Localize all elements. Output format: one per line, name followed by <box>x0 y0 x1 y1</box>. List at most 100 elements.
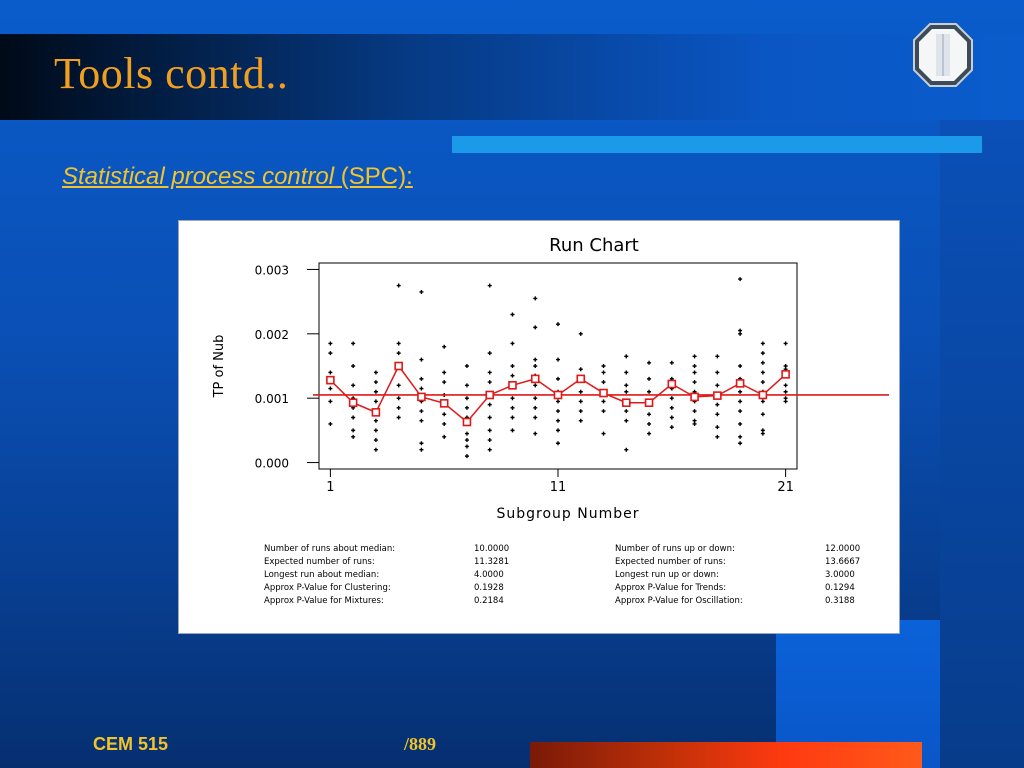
observation-point <box>442 344 447 349</box>
observation-point <box>624 389 629 394</box>
observation-point <box>373 428 378 433</box>
observation-point <box>464 454 469 459</box>
observation-point <box>396 396 401 401</box>
observation-point <box>669 415 674 420</box>
observation-point <box>396 383 401 388</box>
subgroup-mean-point <box>758 390 768 400</box>
observation-point <box>760 360 765 365</box>
observation-point <box>442 434 447 439</box>
observation-point <box>533 357 538 362</box>
observation-point <box>373 438 378 443</box>
stats-row: Longest run about median: 4.0000 <box>264 569 509 582</box>
observation-point <box>487 380 492 385</box>
observation-point <box>624 447 629 452</box>
x-axis-label: Subgroup Number <box>497 506 640 522</box>
stats-value: 0.1294 <box>825 583 855 593</box>
observation-point <box>419 409 424 414</box>
title-band <box>0 34 1024 120</box>
observation-point <box>533 405 538 410</box>
subgroup-mean-point <box>667 379 677 389</box>
observation-point <box>373 447 378 452</box>
subgroup-mean-point <box>713 391 722 400</box>
stats-row: Number of runs about median: 10.0000 <box>264 543 509 556</box>
stats-right: Number of runs up or down: 12.0000 Expecte… <box>615 543 860 608</box>
observation-point <box>556 418 560 423</box>
subgroup-mean-point <box>781 370 790 379</box>
observation-point <box>351 415 356 420</box>
observation-point <box>533 364 538 368</box>
observation-point <box>783 399 788 404</box>
observation-point <box>510 428 515 433</box>
subgroup-mean-point <box>621 398 631 407</box>
stats-row: Approx P-Value for Oscillation: 0.3188 <box>615 595 860 608</box>
observation-point <box>464 383 469 388</box>
observation-point <box>760 380 765 385</box>
observation-point <box>556 399 560 404</box>
stats-label: Approx P-Value for Oscillation: <box>615 596 743 606</box>
stats-label: Approx P-Value for Mixtures: <box>264 596 384 606</box>
observation-point <box>396 283 401 288</box>
x-tick-label: 21 <box>777 480 794 495</box>
observation-point <box>351 383 356 388</box>
observation-point <box>487 415 492 420</box>
observation-point <box>328 386 333 391</box>
university-logo-icon <box>913 23 973 87</box>
observation-point <box>738 364 743 368</box>
observation-point <box>419 447 424 452</box>
observation-point <box>328 399 333 404</box>
observation-point <box>487 351 492 356</box>
observation-point <box>647 431 652 436</box>
stats-value: 0.3188 <box>825 596 855 606</box>
observation-point <box>556 428 560 433</box>
stats-row: Expected number of runs: 11.3281 <box>264 556 509 569</box>
observation-point <box>510 396 515 401</box>
observation-point <box>419 289 424 294</box>
observation-point <box>533 296 538 301</box>
observation-point <box>396 341 401 346</box>
stats-label: Expected number of runs: <box>264 557 375 567</box>
stats-row: Approx P-Value for Mixtures: 0.2184 <box>264 595 509 608</box>
x-tick-label: 1 <box>326 480 334 495</box>
footer-accent-bar <box>530 742 922 768</box>
observation-point <box>556 441 560 446</box>
observation-point <box>624 383 629 388</box>
subgroup-mean-point <box>690 392 699 402</box>
observation-point <box>738 441 743 446</box>
observation-point <box>760 399 765 404</box>
stats-row: Longest run up or down: 3.0000 <box>615 569 860 582</box>
observation-point <box>601 380 606 385</box>
stats-label: Approx P-Value for Trends: <box>615 583 727 593</box>
observation-point <box>760 412 765 417</box>
observation-point <box>738 434 743 439</box>
observation-point <box>578 409 583 414</box>
page-number: /889 <box>404 734 437 754</box>
observation-point <box>624 370 629 375</box>
observation-point <box>351 341 356 346</box>
observation-point <box>510 405 515 410</box>
observation-point <box>624 354 629 359</box>
observation-point <box>738 389 743 394</box>
observation-point <box>328 351 333 356</box>
observation-point <box>692 409 697 414</box>
observation-point <box>624 418 629 423</box>
subgroup-mean-point <box>530 374 540 384</box>
slide-subtitle: Statistical process control (SPC): <box>62 163 413 191</box>
observation-point <box>351 364 356 368</box>
subgroup-mean-point <box>371 408 381 417</box>
observation-point <box>556 357 560 362</box>
subgroup-mean-point <box>439 399 449 408</box>
observation-point <box>556 322 560 327</box>
subgroup-mean-point <box>394 361 403 371</box>
observation-point <box>533 415 538 420</box>
observation-point <box>601 399 606 404</box>
stats-label: Number of runs up or down: <box>615 544 735 554</box>
stats-value: 12.0000 <box>825 544 861 554</box>
observation-point <box>464 364 469 368</box>
observation-point <box>601 431 606 436</box>
observation-point <box>715 434 720 439</box>
observation-point <box>328 370 333 375</box>
subgroup-mean-point <box>348 398 358 407</box>
observation-point <box>442 421 447 426</box>
observation-point <box>328 421 333 426</box>
observation-point <box>760 431 765 436</box>
